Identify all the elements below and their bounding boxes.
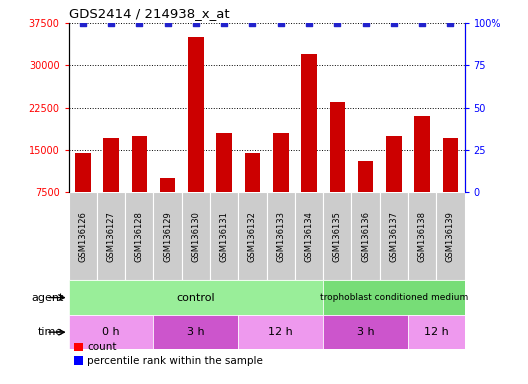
Bar xyxy=(295,192,323,280)
Text: GSM136131: GSM136131 xyxy=(220,211,229,262)
Text: GSM136138: GSM136138 xyxy=(418,211,427,262)
Bar xyxy=(380,192,408,280)
Text: GDS2414 / 214938_x_at: GDS2414 / 214938_x_at xyxy=(69,7,229,20)
Bar xyxy=(238,192,267,280)
Bar xyxy=(436,192,465,280)
Bar xyxy=(323,280,465,315)
Text: agent: agent xyxy=(31,293,63,303)
Bar xyxy=(210,192,238,280)
Bar xyxy=(188,37,204,192)
Point xyxy=(79,20,87,26)
Bar xyxy=(125,192,154,280)
Bar xyxy=(386,136,402,192)
Point xyxy=(277,20,285,26)
Bar xyxy=(358,161,373,192)
Point xyxy=(361,20,370,26)
Bar xyxy=(352,192,380,280)
Point xyxy=(333,20,342,26)
Point xyxy=(390,20,398,26)
Point xyxy=(305,20,313,26)
Bar xyxy=(408,192,436,280)
Bar xyxy=(238,315,323,349)
Bar xyxy=(267,192,295,280)
Point xyxy=(192,20,200,26)
Point xyxy=(418,20,427,26)
Text: GSM136137: GSM136137 xyxy=(390,211,399,262)
Text: 0 h: 0 h xyxy=(102,327,120,337)
Text: time: time xyxy=(38,327,63,337)
Text: control: control xyxy=(176,293,215,303)
Text: GSM136127: GSM136127 xyxy=(107,211,116,262)
Text: GSM136139: GSM136139 xyxy=(446,211,455,262)
Bar xyxy=(182,192,210,280)
Bar xyxy=(323,315,408,349)
Text: 3 h: 3 h xyxy=(357,327,374,337)
Bar xyxy=(154,192,182,280)
Bar xyxy=(216,133,232,192)
Point xyxy=(107,20,115,26)
Text: percentile rank within the sample: percentile rank within the sample xyxy=(87,356,263,366)
Bar xyxy=(69,315,154,349)
Bar xyxy=(414,116,430,192)
Text: GSM136132: GSM136132 xyxy=(248,211,257,262)
Text: GSM136129: GSM136129 xyxy=(163,211,172,262)
Text: GSM136128: GSM136128 xyxy=(135,211,144,262)
Bar xyxy=(75,152,91,192)
Bar xyxy=(301,54,317,192)
Bar xyxy=(97,192,125,280)
Text: 12 h: 12 h xyxy=(268,327,293,337)
Point xyxy=(164,20,172,26)
Text: 3 h: 3 h xyxy=(187,327,205,337)
Point xyxy=(248,20,257,26)
Text: GSM136133: GSM136133 xyxy=(276,211,285,262)
Bar xyxy=(131,136,147,192)
Text: 12 h: 12 h xyxy=(424,327,449,337)
Bar xyxy=(244,152,260,192)
Text: count: count xyxy=(87,342,117,352)
Text: GSM136126: GSM136126 xyxy=(78,211,87,262)
Bar xyxy=(442,139,458,192)
Text: GSM136136: GSM136136 xyxy=(361,211,370,262)
Bar xyxy=(273,133,289,192)
Text: GSM136135: GSM136135 xyxy=(333,211,342,262)
Text: trophoblast conditioned medium: trophoblast conditioned medium xyxy=(320,293,468,302)
Bar xyxy=(69,280,323,315)
Bar xyxy=(160,178,175,192)
Point xyxy=(135,20,144,26)
Bar xyxy=(69,192,97,280)
Bar xyxy=(329,102,345,192)
Text: GSM136130: GSM136130 xyxy=(192,211,201,262)
Text: GSM136134: GSM136134 xyxy=(305,211,314,262)
Bar xyxy=(408,315,465,349)
Bar xyxy=(103,139,119,192)
Point xyxy=(446,20,455,26)
Bar xyxy=(323,192,352,280)
Point xyxy=(220,20,229,26)
Bar xyxy=(154,315,238,349)
